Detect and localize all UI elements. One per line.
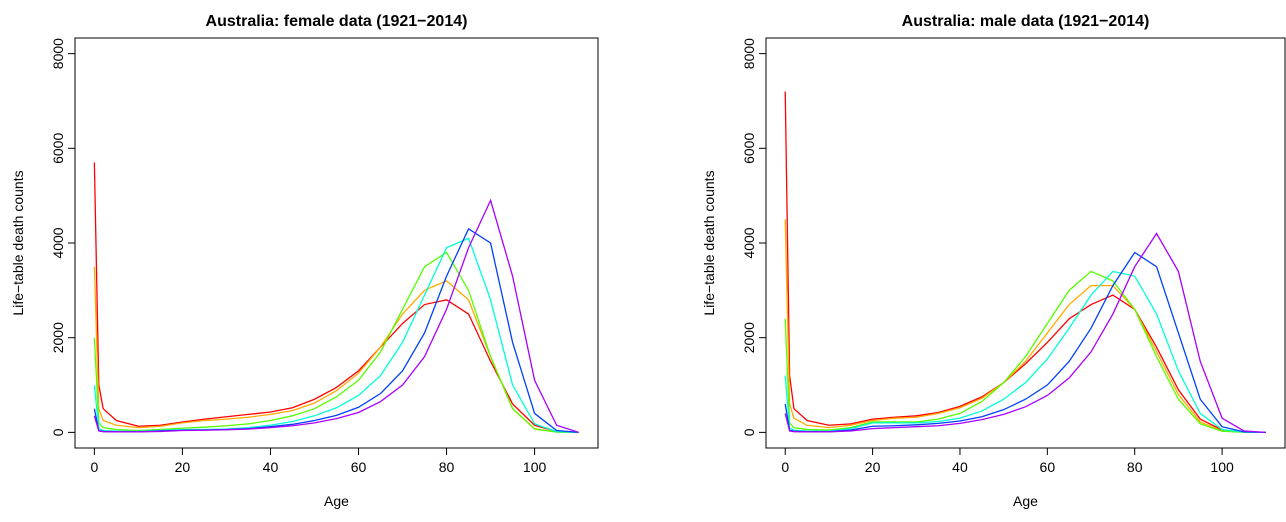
x-tick-label: 100 bbox=[523, 459, 547, 475]
series-line bbox=[93, 227, 579, 434]
plot-frame bbox=[765, 37, 1286, 449]
y-tick-label: 6000 bbox=[50, 133, 66, 164]
y-axis-label: Life−table death counts bbox=[10, 170, 26, 315]
x-tick-label: 0 bbox=[90, 459, 98, 475]
x-tick-label: 60 bbox=[351, 459, 367, 475]
x-tick-label: 40 bbox=[952, 459, 968, 475]
y-tick-label: 8000 bbox=[50, 38, 66, 69]
x-tick-label: 100 bbox=[1210, 459, 1234, 475]
y-tick-label: 4000 bbox=[741, 227, 757, 258]
series-line bbox=[784, 251, 1266, 434]
series-line bbox=[93, 251, 579, 434]
x-axis-label: Age bbox=[324, 493, 349, 509]
series-line bbox=[784, 232, 1266, 434]
x-tick-label: 60 bbox=[1040, 459, 1056, 475]
series-line bbox=[93, 162, 579, 434]
plot-frame bbox=[74, 37, 599, 449]
x-tick-label: 20 bbox=[175, 459, 191, 475]
y-tick-label: 6000 bbox=[741, 133, 757, 164]
y-tick-label: 2000 bbox=[741, 322, 757, 353]
y-tick-label: 0 bbox=[50, 428, 66, 436]
x-tick-label: 80 bbox=[1127, 459, 1143, 475]
x-tick-label: 0 bbox=[781, 459, 789, 475]
series-line bbox=[93, 237, 579, 434]
x-tick-label: 20 bbox=[865, 459, 881, 475]
chart-title: Australia: male data (1921−2014) bbox=[902, 13, 1150, 30]
x-axis-label: Age bbox=[1013, 493, 1038, 509]
x-tick-label: 40 bbox=[263, 459, 279, 475]
chart-title: Australia: female data (1921−2014) bbox=[206, 13, 468, 30]
y-axis-label: Life−table death counts bbox=[701, 170, 717, 315]
y-tick-label: 2000 bbox=[50, 322, 66, 353]
x-tick-label: 80 bbox=[439, 459, 455, 475]
series-line bbox=[93, 198, 579, 433]
series-line bbox=[784, 270, 1266, 434]
y-tick-label: 8000 bbox=[741, 38, 757, 69]
series-line bbox=[784, 270, 1266, 434]
y-tick-label: 4000 bbox=[50, 227, 66, 258]
y-tick-label: 0 bbox=[741, 428, 757, 436]
